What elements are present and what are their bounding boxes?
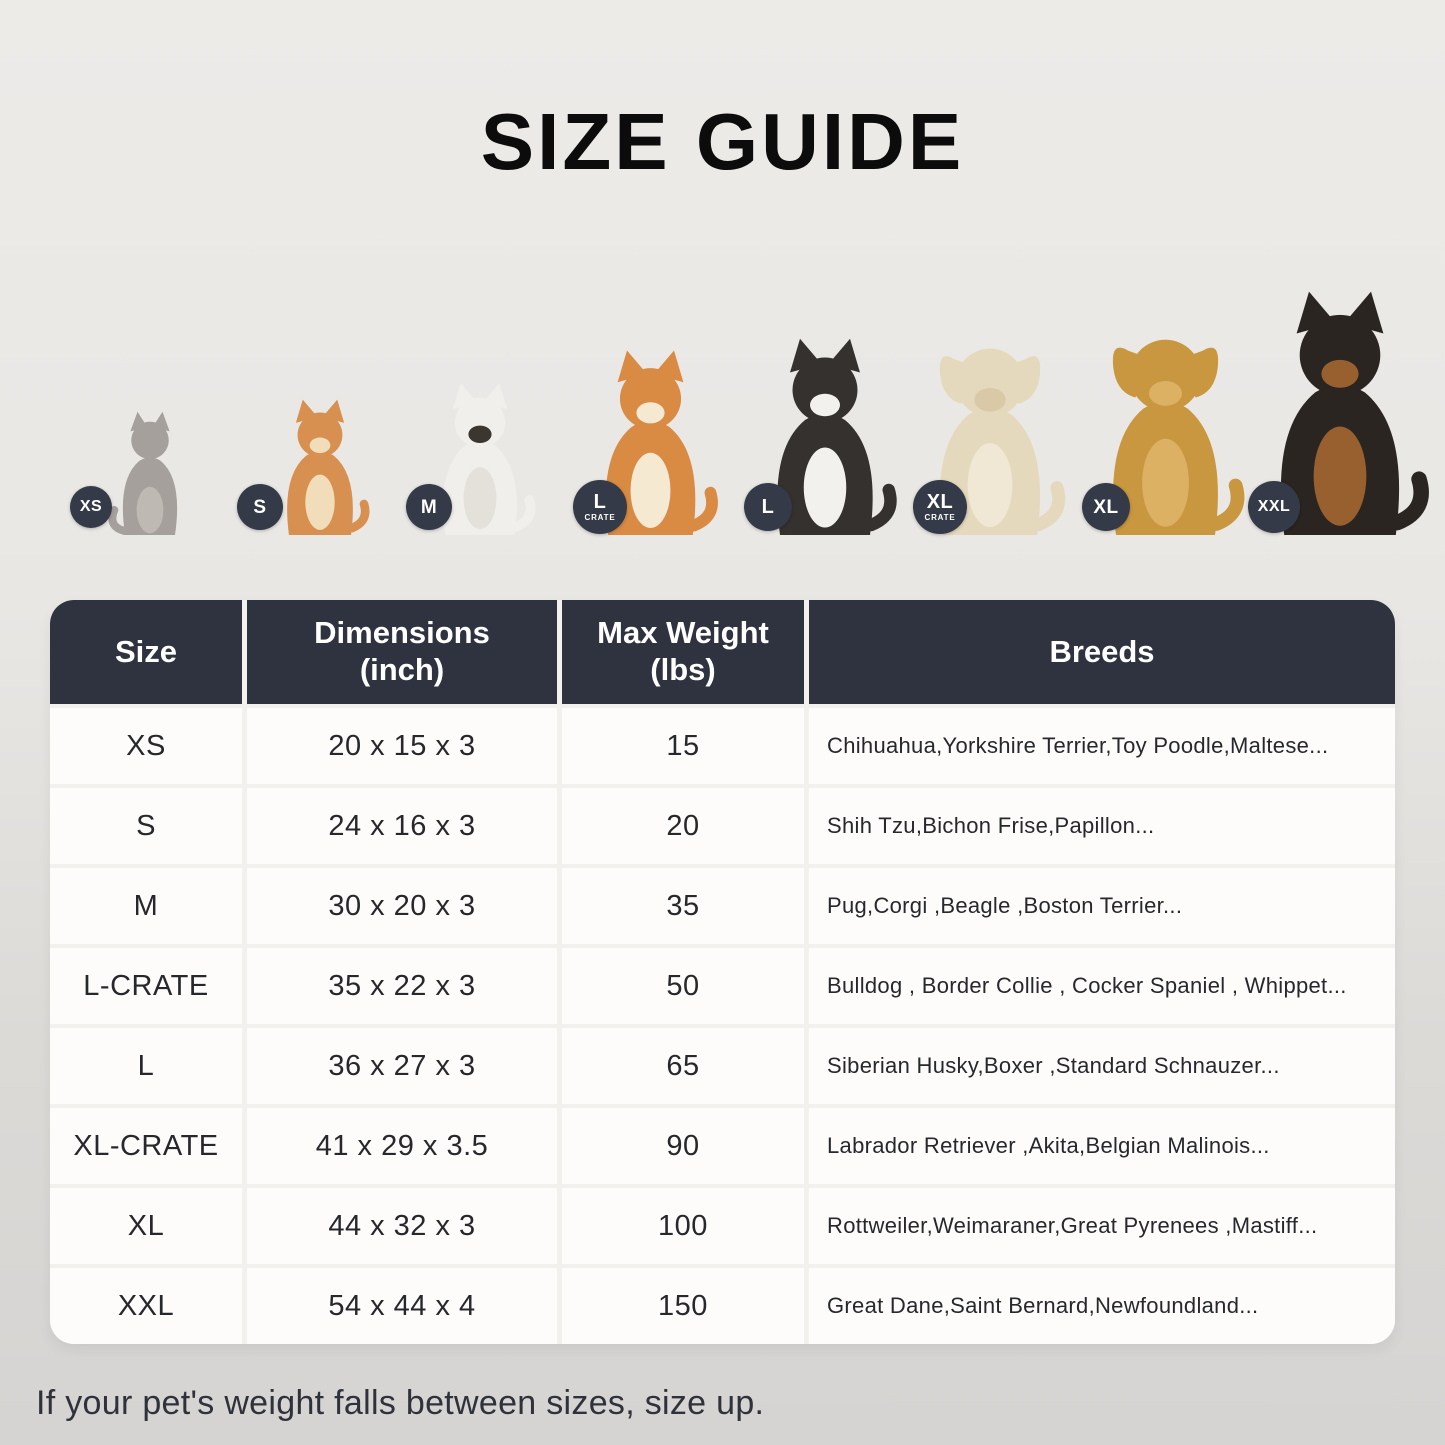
- cell-max-weight: 15: [562, 708, 804, 784]
- column-header-breeds: Breeds: [809, 600, 1395, 704]
- cell-size: XS: [50, 708, 242, 784]
- size-badge-xs: XS: [70, 486, 112, 528]
- sizing-note: If your pet's weight falls between sizes…: [36, 1384, 765, 1422]
- cell-size: S: [50, 788, 242, 864]
- cell-max-weight: 20: [562, 788, 804, 864]
- size-badge-l: L: [744, 483, 792, 531]
- cell-max-weight: 90: [562, 1108, 804, 1184]
- cell-dimensions: 36 x 27 x 3: [247, 1028, 557, 1104]
- cell-dimensions: 30 x 20 x 3: [247, 868, 557, 944]
- cell-max-weight: 150: [562, 1268, 804, 1344]
- size-badge-s: S: [237, 484, 283, 530]
- cell-breeds: Shih Tzu,Bichon Frise,Papillon...: [809, 788, 1395, 864]
- cell-breeds: Siberian Husky,Boxer ,Standard Schnauzer…: [809, 1028, 1395, 1104]
- pomeranian-image: [268, 397, 372, 535]
- cell-size: XXL: [50, 1268, 242, 1344]
- column-header-dimensions: Dimensions (inch): [247, 600, 557, 704]
- cell-size: M: [50, 868, 242, 944]
- column-header-size: Size: [50, 600, 242, 704]
- size-badge-m: M: [406, 484, 452, 530]
- cell-size: L: [50, 1028, 242, 1104]
- cell-size: XL: [50, 1188, 242, 1264]
- cell-max-weight: 65: [562, 1028, 804, 1104]
- cell-max-weight: 50: [562, 948, 804, 1024]
- cell-max-weight: 100: [562, 1188, 804, 1264]
- size-table: Size Dimensions (inch) Max Weight (lbs) …: [50, 600, 1395, 1344]
- cell-dimensions: 44 x 32 x 3: [247, 1188, 557, 1264]
- cell-max-weight: 35: [562, 868, 804, 944]
- cell-breeds: Great Dane,Saint Bernard,Newfoundland...: [809, 1268, 1395, 1344]
- page-title: SIZE GUIDE: [480, 97, 965, 186]
- size-badge-xl-crate: XL CRATE: [913, 480, 967, 534]
- size-badge-l-crate: L CRATE: [573, 480, 627, 534]
- cell-dimensions: 24 x 16 x 3: [247, 788, 557, 864]
- cell-breeds: Rottweiler,Weimaraner,Great Pyrenees ,Ma…: [809, 1188, 1395, 1264]
- animal-size-strip: [0, 270, 1445, 535]
- cell-dimensions: 54 x 44 x 4: [247, 1268, 557, 1344]
- cell-breeds: Bulldog , Border Collie , Cocker Spaniel…: [809, 948, 1395, 1024]
- cat-image: [105, 410, 195, 535]
- cell-breeds: Pug,Corgi ,Beagle ,Boston Terrier...: [809, 868, 1395, 944]
- cell-size: XL-CRATE: [50, 1108, 242, 1184]
- cell-dimensions: 35 x 22 x 3: [247, 948, 557, 1024]
- column-header-max-weight: Max Weight (lbs): [562, 600, 804, 704]
- cell-size: L-CRATE: [50, 948, 242, 1024]
- size-badge-xxl: XXL: [1248, 481, 1300, 533]
- cell-breeds: Labrador Retriever ,Akita,Belgian Malino…: [809, 1108, 1395, 1184]
- cell-dimensions: 41 x 29 x 3.5: [247, 1108, 557, 1184]
- cell-dimensions: 20 x 15 x 3: [247, 708, 557, 784]
- size-badge-xl: XL: [1082, 483, 1130, 531]
- cell-breeds: Chihuahua,Yorkshire Terrier,Toy Poodle,M…: [809, 708, 1395, 784]
